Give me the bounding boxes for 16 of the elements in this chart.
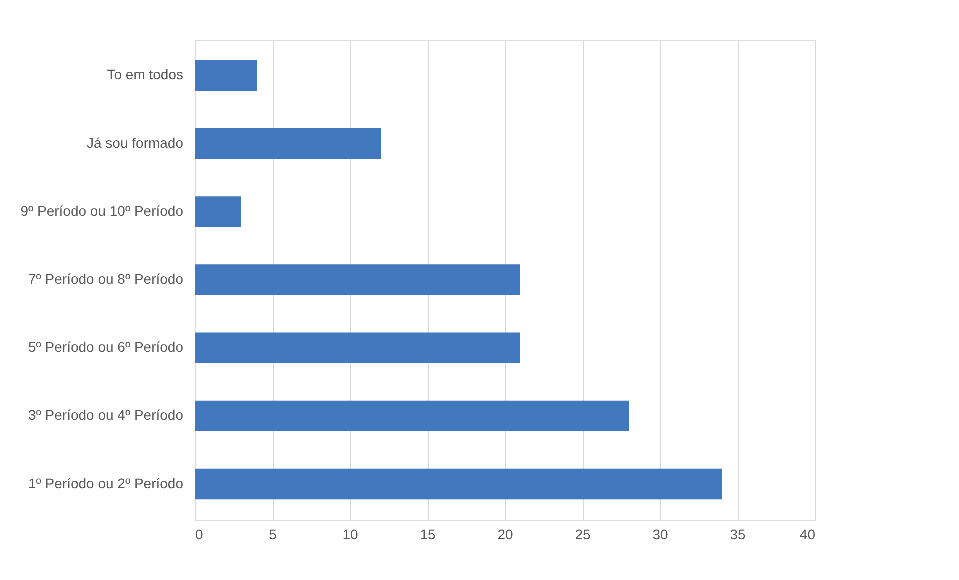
x-tick-label: 10 — [342, 526, 358, 542]
y-tick-label: To em todos — [107, 66, 184, 83]
y-tick-label: 9º Período ou 10º Período — [20, 202, 184, 219]
x-tick-label: 40 — [800, 526, 816, 542]
x-tick-label: 30 — [652, 526, 668, 542]
y-tick-label: 1º Período ou 2º Período — [28, 475, 184, 492]
x-tick-label: 15 — [420, 526, 436, 542]
x-tick-label: 25 — [575, 526, 591, 542]
x-tick-label: 20 — [498, 526, 514, 542]
y-tick-label: 5º Período ou 6º Período — [28, 339, 184, 356]
x-tick-label: 35 — [730, 526, 746, 542]
y-tick-label: 7º Período ou 8º Período — [28, 271, 184, 287]
x-tick-label: 0 — [196, 526, 204, 542]
y-tick-label: Já sou formado — [87, 134, 184, 151]
x-tick-label: 5 — [269, 526, 278, 542]
y-tick-label: 3º Período ou 4º Período — [28, 407, 184, 424]
